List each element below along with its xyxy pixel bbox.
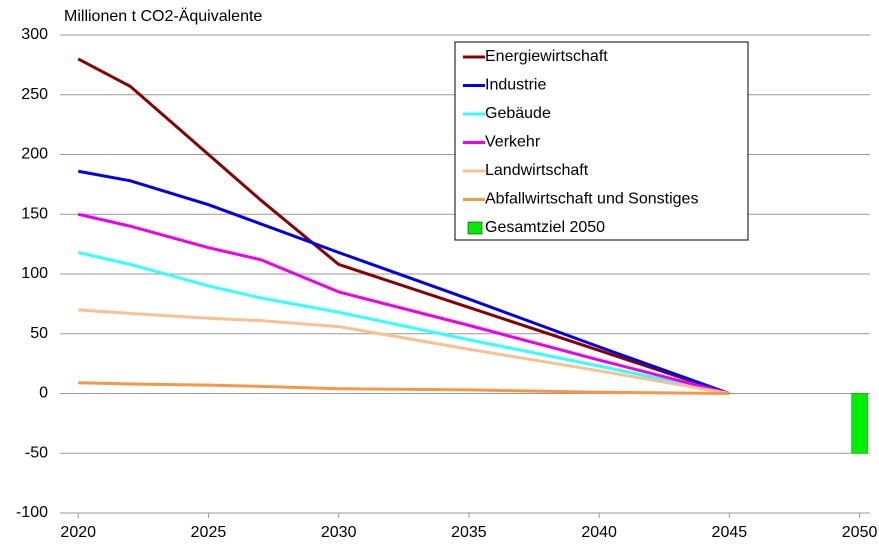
y-tick-label: 250 xyxy=(21,86,48,103)
legend-label: Verkehr xyxy=(485,134,541,151)
y-tick-label: -50 xyxy=(25,444,48,461)
bar xyxy=(851,393,868,454)
series-line xyxy=(77,169,730,395)
legend-label: Gesamtziel 2050 xyxy=(485,219,605,236)
series-line xyxy=(77,251,730,395)
x-tick-label: 2050 xyxy=(842,524,878,541)
y-tick-label: 100 xyxy=(21,265,48,282)
x-tick-label: 2020 xyxy=(60,524,96,541)
legend-label: Landwirtschaft xyxy=(485,162,589,179)
y-tick-label: 50 xyxy=(30,325,48,342)
y-tick-label: 0 xyxy=(39,385,48,402)
y-axis-title: Millionen t CO2-Äquivalente xyxy=(64,7,262,25)
legend-swatch xyxy=(467,221,483,235)
x-tick-label: 2030 xyxy=(321,524,357,541)
series-line xyxy=(78,308,730,395)
legend-label: Abfallwirtschaft und Sonstiges xyxy=(485,191,698,208)
y-tick-label: 200 xyxy=(21,146,48,163)
legend-label: Industrie xyxy=(485,77,546,94)
legend-label: Energiewirtschaft xyxy=(485,48,608,65)
series-line xyxy=(77,212,730,395)
x-tick-label: 2025 xyxy=(191,524,227,541)
series-line xyxy=(78,381,730,395)
series-line xyxy=(77,57,730,395)
y-tick-label: -100 xyxy=(16,504,48,521)
legend-label: Gebäude xyxy=(485,105,551,122)
y-tick-label: 300 xyxy=(21,26,48,43)
x-tick-label: 2045 xyxy=(712,524,748,541)
x-tick-label: 2040 xyxy=(581,524,617,541)
legend-box xyxy=(454,41,749,241)
x-tick-label: 2035 xyxy=(451,524,487,541)
y-tick-label: 150 xyxy=(21,205,48,222)
